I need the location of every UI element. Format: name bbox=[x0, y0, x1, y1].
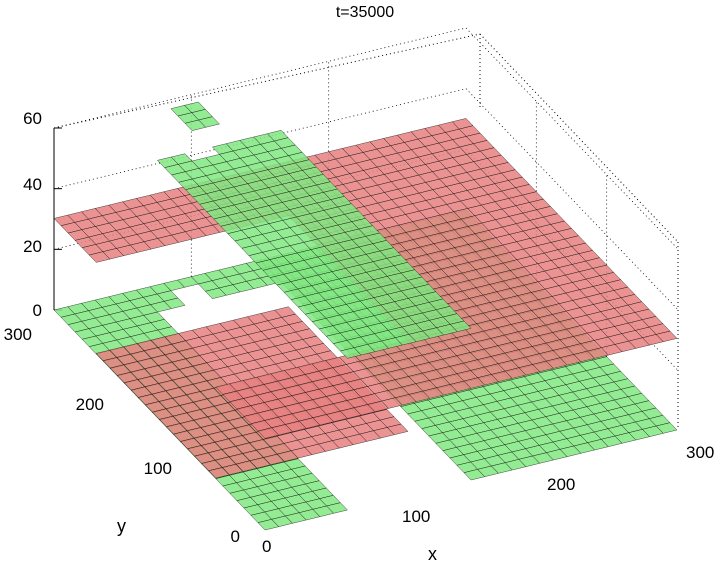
red-surface-cell bbox=[655, 330, 678, 342]
x-tick-label: 0 bbox=[262, 537, 271, 556]
green-surface-cell bbox=[198, 116, 220, 128]
green-surface-cell bbox=[449, 320, 472, 332]
gridline bbox=[53, 27, 467, 129]
red-surface-cell bbox=[386, 423, 409, 435]
z-tick-label: 60 bbox=[23, 109, 42, 128]
x-tick-label: 300 bbox=[686, 443, 714, 462]
green-surface-cell bbox=[326, 502, 348, 514]
y-tick-label: 200 bbox=[76, 395, 104, 414]
y-axis-label: y bbox=[117, 516, 126, 536]
green-surface-cell bbox=[655, 422, 678, 434]
box-line-back-top bbox=[53, 33, 481, 129]
z-tick-label: 0 bbox=[33, 301, 42, 320]
chart-title: t=35000 bbox=[336, 4, 394, 21]
x-tick-label: 200 bbox=[547, 475, 575, 494]
y-tick-label: 100 bbox=[144, 459, 172, 478]
gridline bbox=[465, 88, 678, 309]
z-tick-label: 20 bbox=[23, 237, 42, 256]
z-tick-label: 40 bbox=[23, 175, 42, 194]
x-tick-label: 100 bbox=[402, 507, 430, 526]
y-tick-label: 0 bbox=[231, 527, 240, 546]
green-surface-cell bbox=[163, 297, 186, 309]
axes-box bbox=[53, 33, 679, 430]
y-tick-label: 300 bbox=[4, 325, 32, 344]
x-axis-label: x bbox=[428, 544, 437, 564]
surfaces bbox=[53, 101, 678, 531]
gridline bbox=[465, 27, 678, 249]
